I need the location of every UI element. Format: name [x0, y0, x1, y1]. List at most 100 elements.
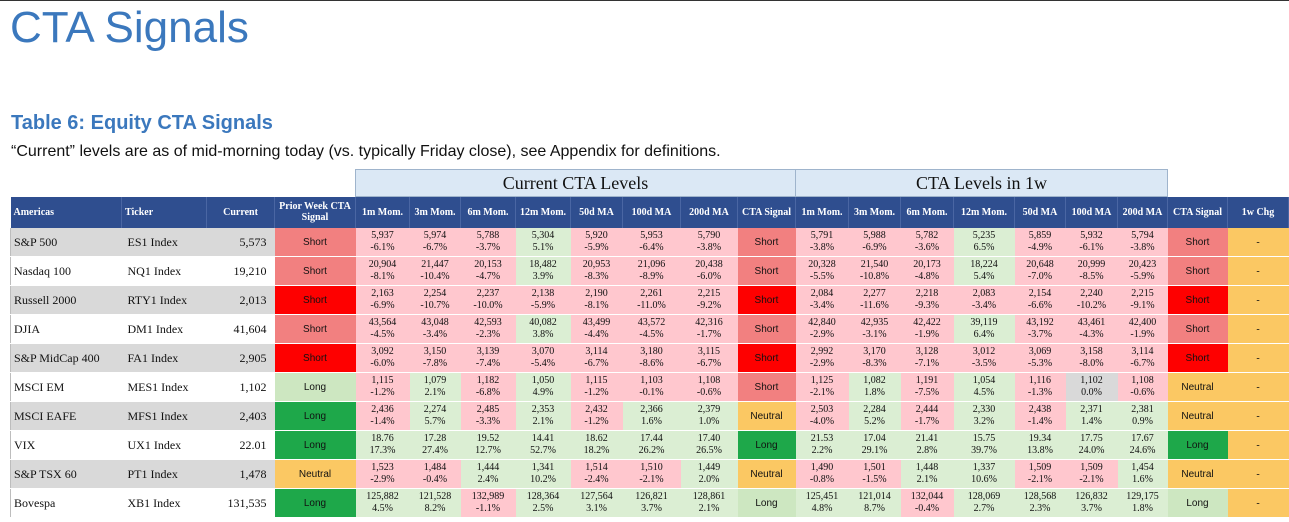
level-distance-pct: -9.2% — [681, 300, 738, 312]
one-week-change: - — [1228, 402, 1289, 431]
level-distance-pct: 12.7% — [461, 445, 516, 457]
current-3m-mom-cell: 1,484 -0.4% — [410, 460, 461, 489]
prior-week-signal: Long — [275, 402, 356, 431]
1w-6m-mom-cell: 20,173 -4.8% — [901, 257, 954, 286]
level-distance-pct: -2.1% — [1066, 474, 1118, 486]
level-distance-pct: -7.0% — [1015, 271, 1066, 283]
current-level: 2,403 — [207, 402, 275, 431]
level-value: 128,069 — [954, 491, 1015, 503]
level-distance-pct: 13.8% — [1015, 445, 1066, 457]
table-title: Table 6: Equity CTA Signals — [11, 112, 273, 135]
level-value: 21,540 — [849, 259, 901, 271]
level-distance-pct: -4.8% — [901, 271, 954, 283]
level-value: 42,316 — [681, 317, 738, 329]
index-name: S&P TSX 60 — [11, 460, 122, 489]
current-200d-ma-cell: 1,449 2.0% — [681, 460, 738, 489]
current-100d-ma-cell: 1,103 -0.1% — [623, 373, 681, 402]
level-value: 42,593 — [461, 317, 516, 329]
level-distance-pct: 1.4% — [1066, 416, 1118, 428]
level-value: 126,821 — [623, 491, 681, 503]
table-row: S&P 500 ES1 Index 5,573 Short 5,937 -6.1% 5,97… — [11, 228, 1289, 257]
current-100d-ma-cell: 1,510 -2.1% — [623, 460, 681, 489]
ticker: MFS1 Index — [122, 402, 207, 431]
cta-signal: Short — [738, 344, 796, 373]
group-header-blank — [11, 170, 356, 197]
1w-50d-ma-cell: 1,116 -1.3% — [1015, 373, 1066, 402]
level-value: 3,069 — [1015, 346, 1066, 358]
level-value: 2,254 — [410, 288, 461, 300]
1w-1m-mom-cell: 20,328 -5.5% — [796, 257, 849, 286]
level-distance-pct: -1.2% — [571, 387, 623, 399]
1w-1m-mom-cell: 1,125 -2.1% — [796, 373, 849, 402]
level-distance-pct: -7.4% — [461, 358, 516, 370]
level-value: 2,366 — [623, 404, 681, 416]
level-value: 5,304 — [516, 230, 571, 242]
level-value: 2,218 — [901, 288, 954, 300]
current-6m-mom-cell: 42,593 -2.3% — [461, 315, 516, 344]
current-50d-ma-cell: 1,514 -2.4% — [571, 460, 623, 489]
prior-week-signal: Long — [275, 431, 356, 460]
cta-signal-1w: Long — [1168, 431, 1228, 460]
page-title: CTA Signals — [10, 2, 249, 54]
level-value: 1,108 — [681, 375, 738, 387]
current-100d-ma-cell: 2,366 1.6% — [623, 402, 681, 431]
level-distance-pct: 3.9% — [516, 271, 571, 283]
level-distance-pct: -3.6% — [901, 242, 954, 254]
current-1m-mom-cell: 5,937 -6.1% — [356, 228, 410, 257]
level-distance-pct: -1.7% — [901, 416, 954, 428]
level-value: 2,353 — [516, 404, 571, 416]
1w-200d-ma-cell: 2,381 0.9% — [1118, 402, 1168, 431]
level-distance-pct: 52.7% — [516, 445, 571, 457]
level-value: 128,568 — [1015, 491, 1066, 503]
level-value: 2,992 — [796, 346, 849, 358]
level-value: 2,261 — [623, 288, 681, 300]
level-value: 1,125 — [796, 375, 849, 387]
level-value: 21.41 — [901, 433, 954, 445]
cta-signal-1w: Short — [1168, 344, 1228, 373]
col-cta-signal: CTA Signal — [738, 197, 796, 229]
level-value: 21,447 — [410, 259, 461, 271]
level-value: 19.34 — [1015, 433, 1066, 445]
level-value: 2,371 — [1066, 404, 1118, 416]
1w-6m-mom-cell: 1,191 -7.5% — [901, 373, 954, 402]
level-distance-pct: -1.7% — [681, 329, 738, 341]
level-value: 20,153 — [461, 259, 516, 271]
level-value: 1,341 — [516, 462, 571, 474]
level-value: 1,191 — [901, 375, 954, 387]
level-distance-pct: -6.7% — [410, 242, 461, 254]
table-row: S&P MidCap 400 FA1 Index 2,905 Short 3,092 -6… — [11, 344, 1289, 373]
col-1w-3m-mom: 3m Mom. — [849, 197, 901, 229]
current-1m-mom-cell: 20,904 -8.1% — [356, 257, 410, 286]
level-value: 14.41 — [516, 433, 571, 445]
col-1w-chg: 1w Chg — [1228, 197, 1289, 229]
level-value: 2,240 — [1066, 288, 1118, 300]
col-100d-ma: 100d MA — [623, 197, 681, 229]
level-value: 17.67 — [1118, 433, 1168, 445]
col-12m-mom: 12m Mom. — [516, 197, 571, 229]
1w-200d-ma-cell: 1,108 -0.6% — [1118, 373, 1168, 402]
current-level: 1,102 — [207, 373, 275, 402]
current-50d-ma-cell: 20,953 -8.3% — [571, 257, 623, 286]
level-value: 1,050 — [516, 375, 571, 387]
1w-1m-mom-cell: 2,503 -4.0% — [796, 402, 849, 431]
level-distance-pct: -7.8% — [410, 358, 461, 370]
level-distance-pct: -9.3% — [901, 300, 954, 312]
1w-12m-mom-cell: 5,235 6.5% — [954, 228, 1015, 257]
cta-signal: Long — [738, 489, 796, 518]
current-12m-mom-cell: 5,304 5.1% — [516, 228, 571, 257]
current-50d-ma-cell: 2,190 -8.1% — [571, 286, 623, 315]
1w-100d-ma-cell: 17.75 24.0% — [1066, 431, 1118, 460]
current-6m-mom-cell: 2,237 -10.0% — [461, 286, 516, 315]
level-distance-pct: 5.2% — [849, 416, 901, 428]
level-distance-pct: 39.7% — [954, 445, 1015, 457]
level-value: 1,490 — [796, 462, 849, 474]
cta-signal: Short — [738, 373, 796, 402]
ticker: UX1 Index — [122, 431, 207, 460]
index-name: Nasdaq 100 — [11, 257, 122, 286]
level-distance-pct: -1.3% — [1015, 387, 1066, 399]
level-value: 20,648 — [1015, 259, 1066, 271]
level-distance-pct: -3.4% — [796, 300, 849, 312]
level-distance-pct: -2.1% — [623, 474, 681, 486]
level-distance-pct: -2.9% — [356, 474, 410, 486]
col-1w-100d-ma: 100d MA — [1066, 197, 1118, 229]
